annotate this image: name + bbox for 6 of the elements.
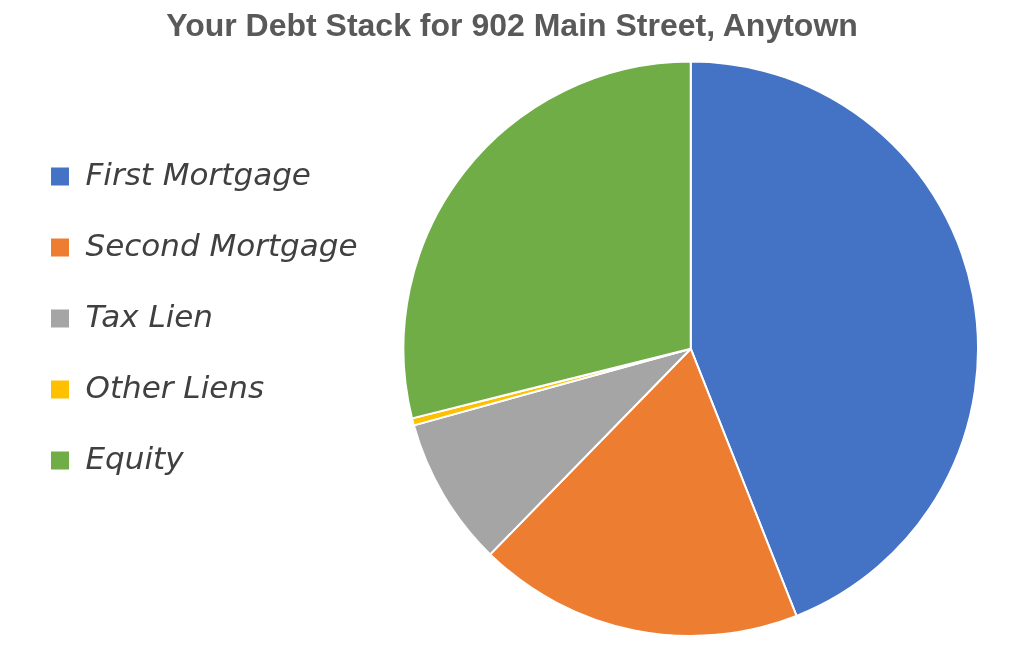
legend-label: First Mortgage <box>85 155 311 192</box>
chart-title: Your Debt Stack for 902 Main Street, Anytown <box>166 7 858 44</box>
legend-label: Equity <box>85 439 185 476</box>
legend-label: Tax Lien <box>85 297 213 334</box>
legend-label: Other Liens <box>85 368 265 405</box>
legend-label: Second Mortgage <box>85 226 358 263</box>
